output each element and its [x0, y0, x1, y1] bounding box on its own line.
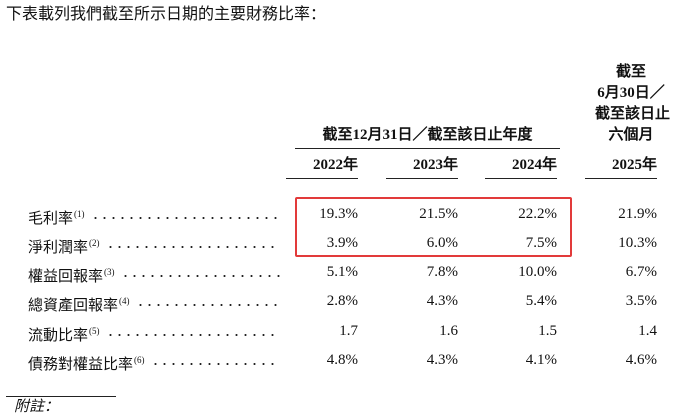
row-label-text: 流動比率: [28, 328, 89, 344]
cell: 3.5%: [625, 293, 657, 309]
row-label: 總資產回報率(4): [28, 292, 130, 315]
dot-leader: [135, 303, 280, 307]
cell: 7.8%: [426, 264, 458, 280]
cell: 21.9%: [618, 206, 657, 222]
cell: 5.4%: [525, 293, 557, 309]
row-label: 毛利率(1): [28, 205, 85, 228]
cell: 1.5: [538, 323, 557, 339]
dot-leader: [120, 274, 280, 278]
note-ref: (3): [104, 267, 115, 277]
cell: 4.3%: [426, 293, 458, 309]
note-ref: (4): [119, 296, 130, 306]
note-ref: (2): [89, 238, 100, 248]
row-label-text: 淨利潤率: [28, 240, 89, 256]
rule: [295, 148, 560, 149]
cell: 3.9%: [326, 235, 358, 251]
cell: 5.1%: [326, 264, 358, 280]
cell: 10.3%: [618, 235, 657, 251]
note-ref: (6): [134, 355, 145, 365]
note-ref: (5): [89, 326, 100, 336]
row-label: 權益回報率(3): [28, 263, 115, 286]
rule: [6, 396, 116, 397]
cell: 1.4: [638, 323, 657, 339]
cell: 4.8%: [326, 352, 358, 368]
cell: 4.3%: [426, 352, 458, 368]
cell: 1.7: [339, 323, 358, 339]
period-header-line: 6月30日／: [597, 85, 665, 101]
dot-leader: [150, 362, 280, 366]
rule: [585, 178, 657, 179]
note-ref: (1): [74, 209, 85, 219]
cell: 2.8%: [326, 293, 358, 309]
footer: 附註：: [14, 399, 60, 415]
rule: [286, 178, 358, 179]
cell: 22.2%: [518, 206, 557, 222]
cell: 1.6: [439, 323, 458, 339]
dot-leader: [105, 245, 280, 249]
rule: [485, 178, 557, 179]
column-header: 2023年: [412, 157, 458, 173]
row-label-text: 債務對權益比率: [28, 357, 134, 373]
cell: 21.5%: [419, 206, 458, 222]
period-header-line: 截至該日止: [595, 106, 671, 122]
cell: 6.0%: [426, 235, 458, 251]
row-label: 債務對權益比率(6): [28, 351, 145, 374]
column-header: 2025年: [611, 157, 657, 173]
column-header: 2024年: [511, 157, 557, 173]
dot-leader: [105, 333, 280, 337]
row-label: 流動比率(5): [28, 322, 100, 345]
intro: 下表載列我們截至所示日期的主要財務比率：: [6, 6, 327, 23]
cell: 4.6%: [625, 352, 657, 368]
period-header: 截至 6月30日／ 截至該日止 六個月: [595, 62, 671, 146]
rule: [386, 178, 458, 179]
cell: 4.1%: [525, 352, 557, 368]
highlight-box: [295, 197, 572, 257]
row-label-text: 毛利率: [28, 211, 74, 227]
cell: 19.3%: [319, 206, 358, 222]
cell: 6.7%: [625, 264, 657, 280]
dot-leader: [90, 216, 280, 220]
period-header-line: 六個月: [608, 127, 654, 143]
column-header: 2022年: [312, 157, 358, 173]
row-label-text: 權益回報率: [28, 269, 104, 285]
row-label-text: 總資產回報率: [28, 298, 119, 314]
cell: 7.5%: [525, 235, 557, 251]
group-header: 截至12月31日／截至該日止年度: [322, 127, 533, 143]
row-label: 淨利潤率(2): [28, 234, 100, 257]
period-header-line: 截至: [615, 64, 646, 80]
cell: 10.0%: [518, 264, 557, 280]
